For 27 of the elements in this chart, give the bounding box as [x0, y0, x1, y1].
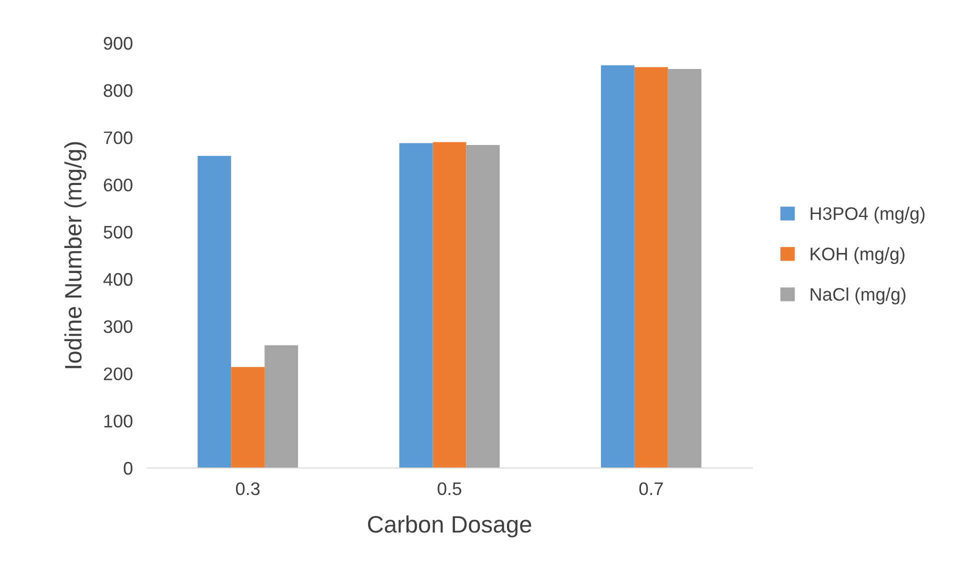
bar: [264, 345, 298, 468]
bar: [432, 142, 466, 468]
x-tick-label: 0.7: [639, 482, 663, 496]
x-tick-label: 0.5: [438, 482, 462, 496]
y-tick-label: 600: [104, 178, 132, 192]
bar: [399, 143, 433, 468]
y-tick-label: 500: [104, 226, 132, 239]
bar: [198, 156, 232, 468]
y-tick-label: 400: [103, 273, 132, 286]
x-axis-title: Carbon Dosage: [368, 515, 532, 538]
legend-label: H3PO4 (mg/g): [810, 206, 925, 224]
y-tick-label: 300: [104, 320, 132, 334]
legend-label: NaCl (mg/g): [810, 288, 906, 304]
y-tick-label: 900: [104, 36, 132, 50]
legend-label: KOH (mg/g): [810, 247, 904, 264]
bar: [231, 366, 265, 468]
x-tick-label: 0.3: [236, 482, 260, 496]
bar: [668, 68, 702, 468]
y-tick-label: 0: [124, 462, 132, 475]
y-tick-label: 800: [104, 84, 132, 97]
y-tick-label: 200: [104, 367, 132, 380]
bar: [466, 145, 500, 468]
bar: [600, 65, 634, 468]
y-tick-label: 700: [104, 131, 132, 144]
y-axis-title: Iodine Number (mg/g): [64, 142, 86, 368]
y-tick-label: 100: [104, 414, 132, 428]
bar: [634, 67, 668, 468]
